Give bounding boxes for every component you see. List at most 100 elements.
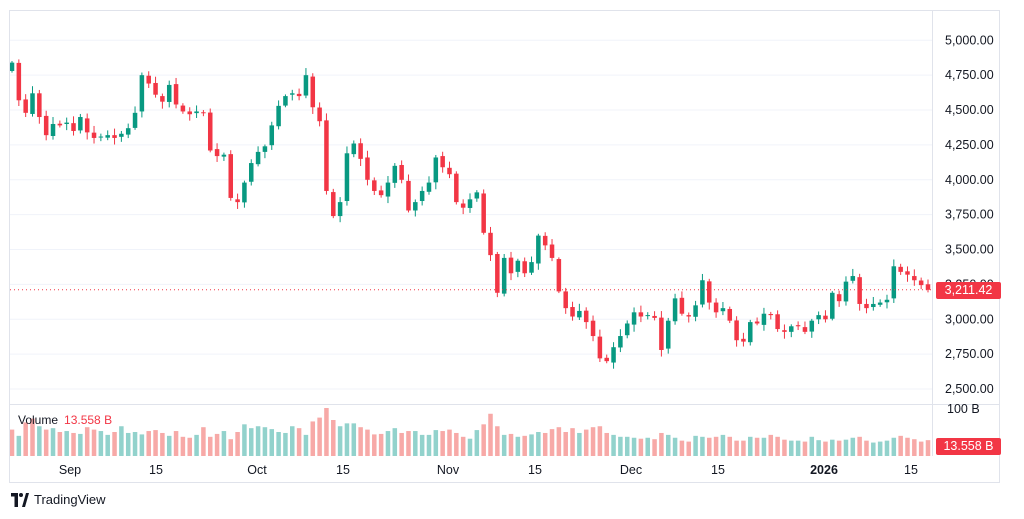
candle-body — [529, 262, 534, 273]
volume-bar — [583, 429, 589, 456]
x-tick-label: 15 — [528, 463, 542, 477]
volume-bar — [242, 424, 247, 456]
volume-bar — [180, 436, 186, 456]
candle-body — [768, 313, 774, 316]
tradingview-logo-icon — [11, 492, 29, 507]
candle-body — [925, 284, 931, 290]
candle-body — [898, 266, 903, 272]
candle-body — [180, 105, 186, 112]
volume-bar — [153, 430, 158, 456]
candle-body — [372, 180, 377, 191]
candle-body — [522, 261, 527, 274]
volume-bar — [925, 440, 931, 456]
candle-body — [194, 111, 199, 114]
candle-body — [166, 84, 172, 102]
candle-body — [611, 347, 616, 363]
candle-body — [782, 330, 787, 332]
y-tick-label: 4,000.00 — [945, 173, 994, 187]
volume-bar — [344, 423, 350, 456]
candle-body — [71, 123, 76, 131]
candle-body — [125, 128, 131, 135]
candle-body — [9, 62, 15, 71]
volume-bar — [577, 432, 582, 456]
candle-body — [290, 93, 295, 95]
candle-body — [631, 312, 637, 325]
volume-bar — [727, 436, 733, 456]
candle-body — [235, 199, 240, 203]
volume-bar — [112, 432, 117, 456]
candle-body — [406, 180, 411, 211]
volume-bar — [775, 436, 780, 456]
volume-bar — [426, 434, 432, 456]
volume-bar — [652, 439, 657, 456]
candle-body — [604, 357, 609, 362]
volume-bar — [331, 420, 336, 456]
volume-bar — [84, 427, 90, 456]
volume-bar — [235, 432, 240, 456]
volume-bar — [597, 426, 603, 456]
volume-bar — [638, 438, 644, 456]
volume-bar — [290, 426, 295, 456]
candle-body — [864, 303, 869, 309]
volume-bar — [440, 431, 445, 456]
volume-bar — [542, 432, 548, 456]
volume-bar — [802, 441, 808, 456]
volume-bar — [372, 434, 377, 456]
volume-bar — [748, 436, 753, 456]
volume-bar — [358, 427, 363, 456]
volume-bar — [508, 433, 514, 456]
candle-body — [542, 235, 548, 246]
x-tick-label: 15 — [149, 463, 163, 477]
candle-body — [119, 133, 124, 137]
volume-bar — [501, 434, 507, 456]
volume-bar — [693, 435, 698, 456]
volume-bar — [686, 441, 692, 456]
volume-bar — [317, 417, 322, 456]
candle-body — [871, 303, 876, 308]
volume-bar — [563, 432, 568, 456]
candle-body — [296, 93, 302, 97]
candle-body — [337, 202, 343, 217]
candle-body — [659, 317, 664, 350]
volume-bar — [30, 418, 35, 456]
volume-bar — [23, 422, 28, 456]
candle-body — [536, 235, 541, 264]
candle-body — [112, 135, 117, 138]
volume-bar — [618, 436, 623, 456]
volume-axis-label: 100 B — [947, 402, 980, 416]
candle-body — [242, 182, 247, 203]
volume-bar — [871, 442, 876, 456]
volume-bar — [884, 440, 890, 456]
candle-body — [160, 96, 165, 102]
volume-bar — [413, 431, 418, 456]
volume-bar — [351, 423, 357, 456]
candle-body — [905, 271, 910, 275]
candle-body — [481, 193, 486, 233]
candle-body — [850, 276, 856, 281]
candle-body — [590, 320, 596, 337]
volume-bar — [365, 429, 370, 456]
y-tick-label: 3,500.00 — [945, 243, 994, 257]
candle-body — [139, 75, 145, 112]
candle-body — [624, 323, 630, 336]
candle-body — [317, 107, 322, 122]
volume-bar — [160, 432, 165, 456]
volume-bar — [139, 434, 145, 456]
y-tick-label: 3,750.00 — [945, 208, 994, 222]
volume-bar — [659, 432, 664, 456]
tradingview-brand[interactable]: TradingView — [10, 492, 106, 507]
volume-bar — [768, 434, 774, 456]
candle-body — [672, 298, 678, 322]
volume-bar — [248, 428, 254, 456]
candle-body — [679, 297, 685, 314]
candle-body — [460, 203, 466, 208]
volume-legend[interactable]: Volume 13.558 B — [18, 413, 112, 427]
candle-body — [105, 135, 110, 138]
volume-bar — [905, 437, 910, 456]
volume-bar — [460, 436, 466, 456]
x-tick-label: 15 — [336, 463, 350, 477]
candle-body — [50, 123, 56, 136]
volume-bar — [529, 434, 534, 456]
